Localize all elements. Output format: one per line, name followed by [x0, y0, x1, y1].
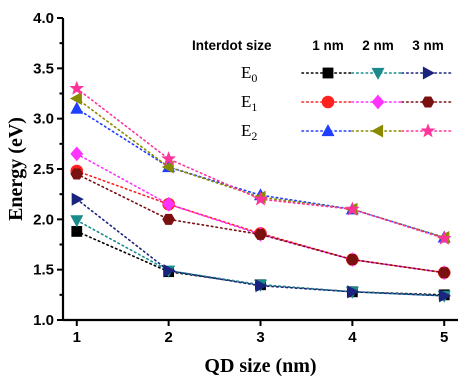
data-point	[70, 101, 84, 114]
legend-marker	[321, 95, 335, 109]
data-point	[253, 191, 268, 206]
data-point	[70, 168, 84, 180]
legend-marker	[420, 123, 436, 138]
data-point	[161, 151, 177, 166]
data-point	[71, 192, 84, 206]
series-layer	[69, 80, 452, 303]
legend-marker	[421, 96, 435, 108]
legend-column-1nm: 1 nm	[312, 38, 344, 53]
series-e1-3nm	[70, 168, 451, 279]
series-e2-3nm	[69, 80, 452, 245]
legend-marker	[422, 66, 435, 80]
data-point	[255, 279, 268, 293]
x-tick-label: 3	[256, 329, 264, 346]
legend-row-base: E	[241, 63, 251, 82]
series-e0-3nm	[71, 192, 452, 303]
legend-row-label: E2	[241, 121, 257, 143]
series-line	[75, 87, 446, 240]
legend-marker	[321, 124, 335, 137]
series-line	[75, 170, 446, 274]
legend-marker	[371, 94, 385, 110]
y-tick-label: 2.0	[33, 211, 54, 228]
data-point	[69, 92, 82, 106]
legend-row-subscript: 2	[251, 129, 257, 143]
legend-marker	[371, 124, 384, 138]
axes-layer	[61, 18, 458, 322]
x-axis-title: QD size (nm)	[204, 355, 316, 377]
series-line	[75, 97, 446, 239]
legend-row-subscript: 0	[251, 71, 257, 85]
legend-row-label: E0	[241, 63, 257, 85]
y-tick-label: 1.0	[33, 312, 54, 329]
data-point	[162, 196, 176, 212]
series-e2-1nm	[70, 101, 451, 243]
data-point	[254, 228, 267, 240]
x-tick-label: 2	[164, 329, 172, 346]
legend-marker	[371, 67, 385, 80]
legend-marker	[322, 67, 334, 79]
data-point	[437, 267, 451, 279]
series-line	[75, 107, 446, 239]
legend-row-subscript: 1	[251, 100, 257, 114]
legend-row-label: E1	[241, 92, 257, 114]
series-e1-2nm	[70, 146, 451, 281]
y-tick-label: 4.0	[33, 10, 54, 27]
legend-column-2nm: 2 nm	[362, 38, 394, 53]
legend-header: Interdot size	[192, 38, 272, 53]
data-point	[163, 264, 176, 278]
data-point	[346, 254, 359, 266]
y-tick-label: 3.0	[33, 111, 54, 128]
data-point	[70, 146, 84, 162]
legend-row-base: E	[241, 92, 251, 111]
x-tick-label: 4	[348, 329, 357, 346]
x-tick-label: 5	[440, 329, 448, 346]
x-tick-label: 1	[73, 329, 81, 346]
data-point	[344, 201, 360, 216]
legend-column-3nm: 3 nm	[412, 38, 444, 53]
data-point	[162, 213, 175, 225]
data-point	[439, 289, 452, 303]
series-line	[75, 173, 446, 274]
data-point	[161, 160, 174, 174]
data-point	[69, 80, 85, 95]
y-tick-label: 3.5	[33, 60, 54, 77]
y-tick-label: 1.5	[33, 262, 54, 279]
y-tick-label: 2.5	[33, 161, 54, 178]
data-point	[436, 230, 452, 245]
data-point	[71, 226, 83, 237]
y-axis-title: Energy (eV)	[5, 117, 27, 221]
series-line	[75, 153, 446, 274]
data-point	[347, 285, 360, 299]
legend-row-base: E	[241, 121, 251, 140]
data-point	[70, 215, 84, 228]
